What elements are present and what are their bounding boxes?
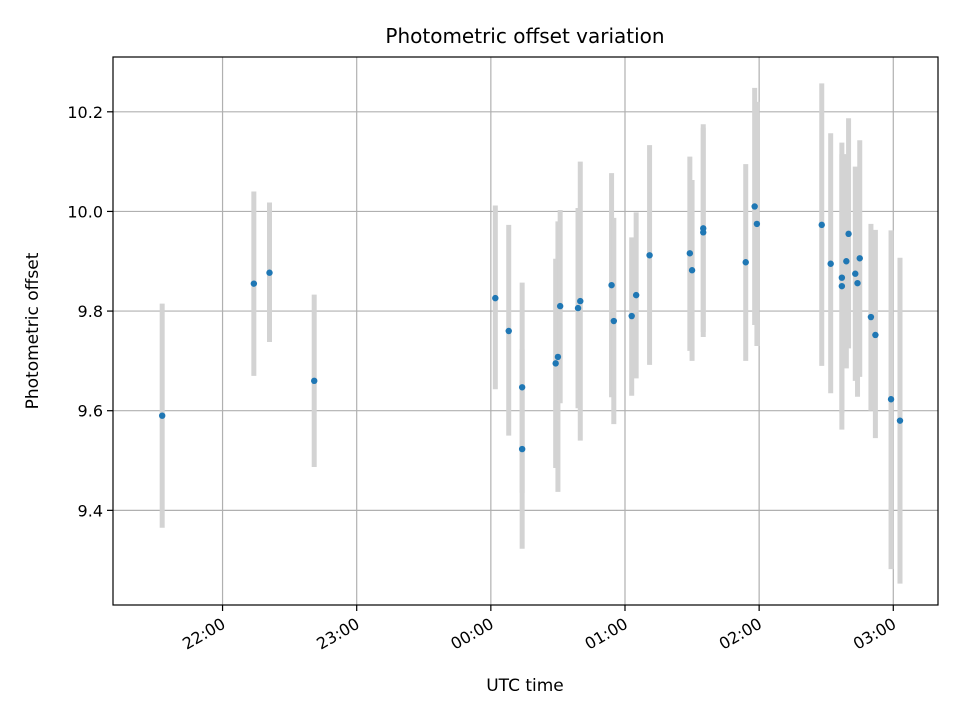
x-axis-title: UTC time: [486, 676, 564, 696]
data-point: [700, 229, 707, 236]
data-point: [852, 270, 859, 277]
data-point: [574, 304, 582, 312]
data-point: [492, 294, 499, 302]
y-tick-label: 10.0: [67, 202, 103, 221]
data-point: [646, 252, 653, 259]
data-point: [608, 281, 615, 289]
data-point: [505, 327, 512, 335]
data-point: [250, 280, 258, 287]
data-point: [742, 259, 749, 266]
data-point: [887, 396, 895, 403]
data-point: [827, 260, 834, 267]
data-point: [845, 230, 852, 238]
data-point: [751, 203, 758, 210]
plot-area-frame: [112, 56, 939, 606]
data-point: [266, 269, 273, 276]
y-tick-label: 9.8: [78, 302, 103, 321]
data-point: [518, 384, 526, 391]
data-point: [518, 445, 526, 453]
data-point: [753, 220, 761, 228]
data-point: [856, 255, 863, 262]
y-axis-title: Photometric offset: [23, 252, 43, 409]
data-point: [818, 221, 825, 229]
data-point: [628, 312, 635, 320]
data-point: [311, 377, 318, 385]
data-point: [556, 302, 564, 310]
data-point: [688, 267, 696, 274]
grid: [113, 57, 938, 605]
y-tick-label: 9.4: [78, 501, 103, 520]
data-point: [854, 279, 861, 287]
data-points: [158, 203, 904, 453]
data-point: [838, 274, 846, 281]
data-point: [896, 417, 904, 424]
y-tick-label: 10.2: [67, 103, 103, 122]
y-axis-ticks: 9.4 9.6 9.8 10.0 10.2: [67, 103, 113, 520]
data-point: [158, 412, 166, 419]
chart-title: Photometric offset variation: [385, 24, 664, 48]
data-point: [872, 331, 879, 339]
data-point: [686, 250, 694, 257]
data-point: [867, 313, 875, 321]
data-point: [632, 291, 640, 299]
data-point: [552, 360, 559, 367]
y-tick-label: 9.6: [78, 402, 103, 421]
data-point: [554, 353, 562, 361]
data-point: [843, 258, 850, 265]
data-point: [838, 282, 846, 290]
data-point: [577, 297, 584, 305]
data-point: [610, 317, 618, 325]
